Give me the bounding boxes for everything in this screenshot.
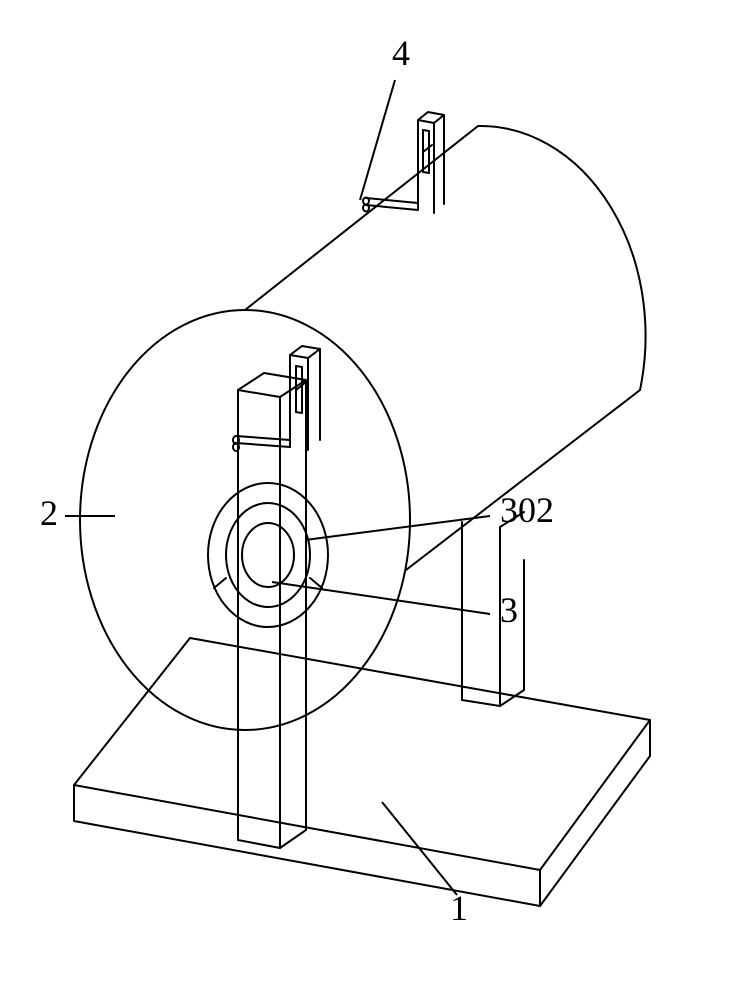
label-4: 4 [392, 33, 410, 73]
end-boss [208, 483, 328, 627]
cylinder-body [80, 126, 646, 730]
label-1: 1 [450, 888, 468, 928]
leader-1 [382, 802, 457, 895]
base-plate [74, 638, 650, 906]
label-302: 302 [500, 490, 554, 530]
leader-3 [272, 582, 490, 614]
patent-figure: 4 302 2 3 1 [0, 0, 731, 1000]
leader-lines [65, 80, 490, 895]
drawing-lines [74, 112, 650, 906]
leader-4 [360, 80, 395, 200]
label-3: 3 [500, 590, 518, 630]
label-2: 2 [40, 493, 58, 533]
